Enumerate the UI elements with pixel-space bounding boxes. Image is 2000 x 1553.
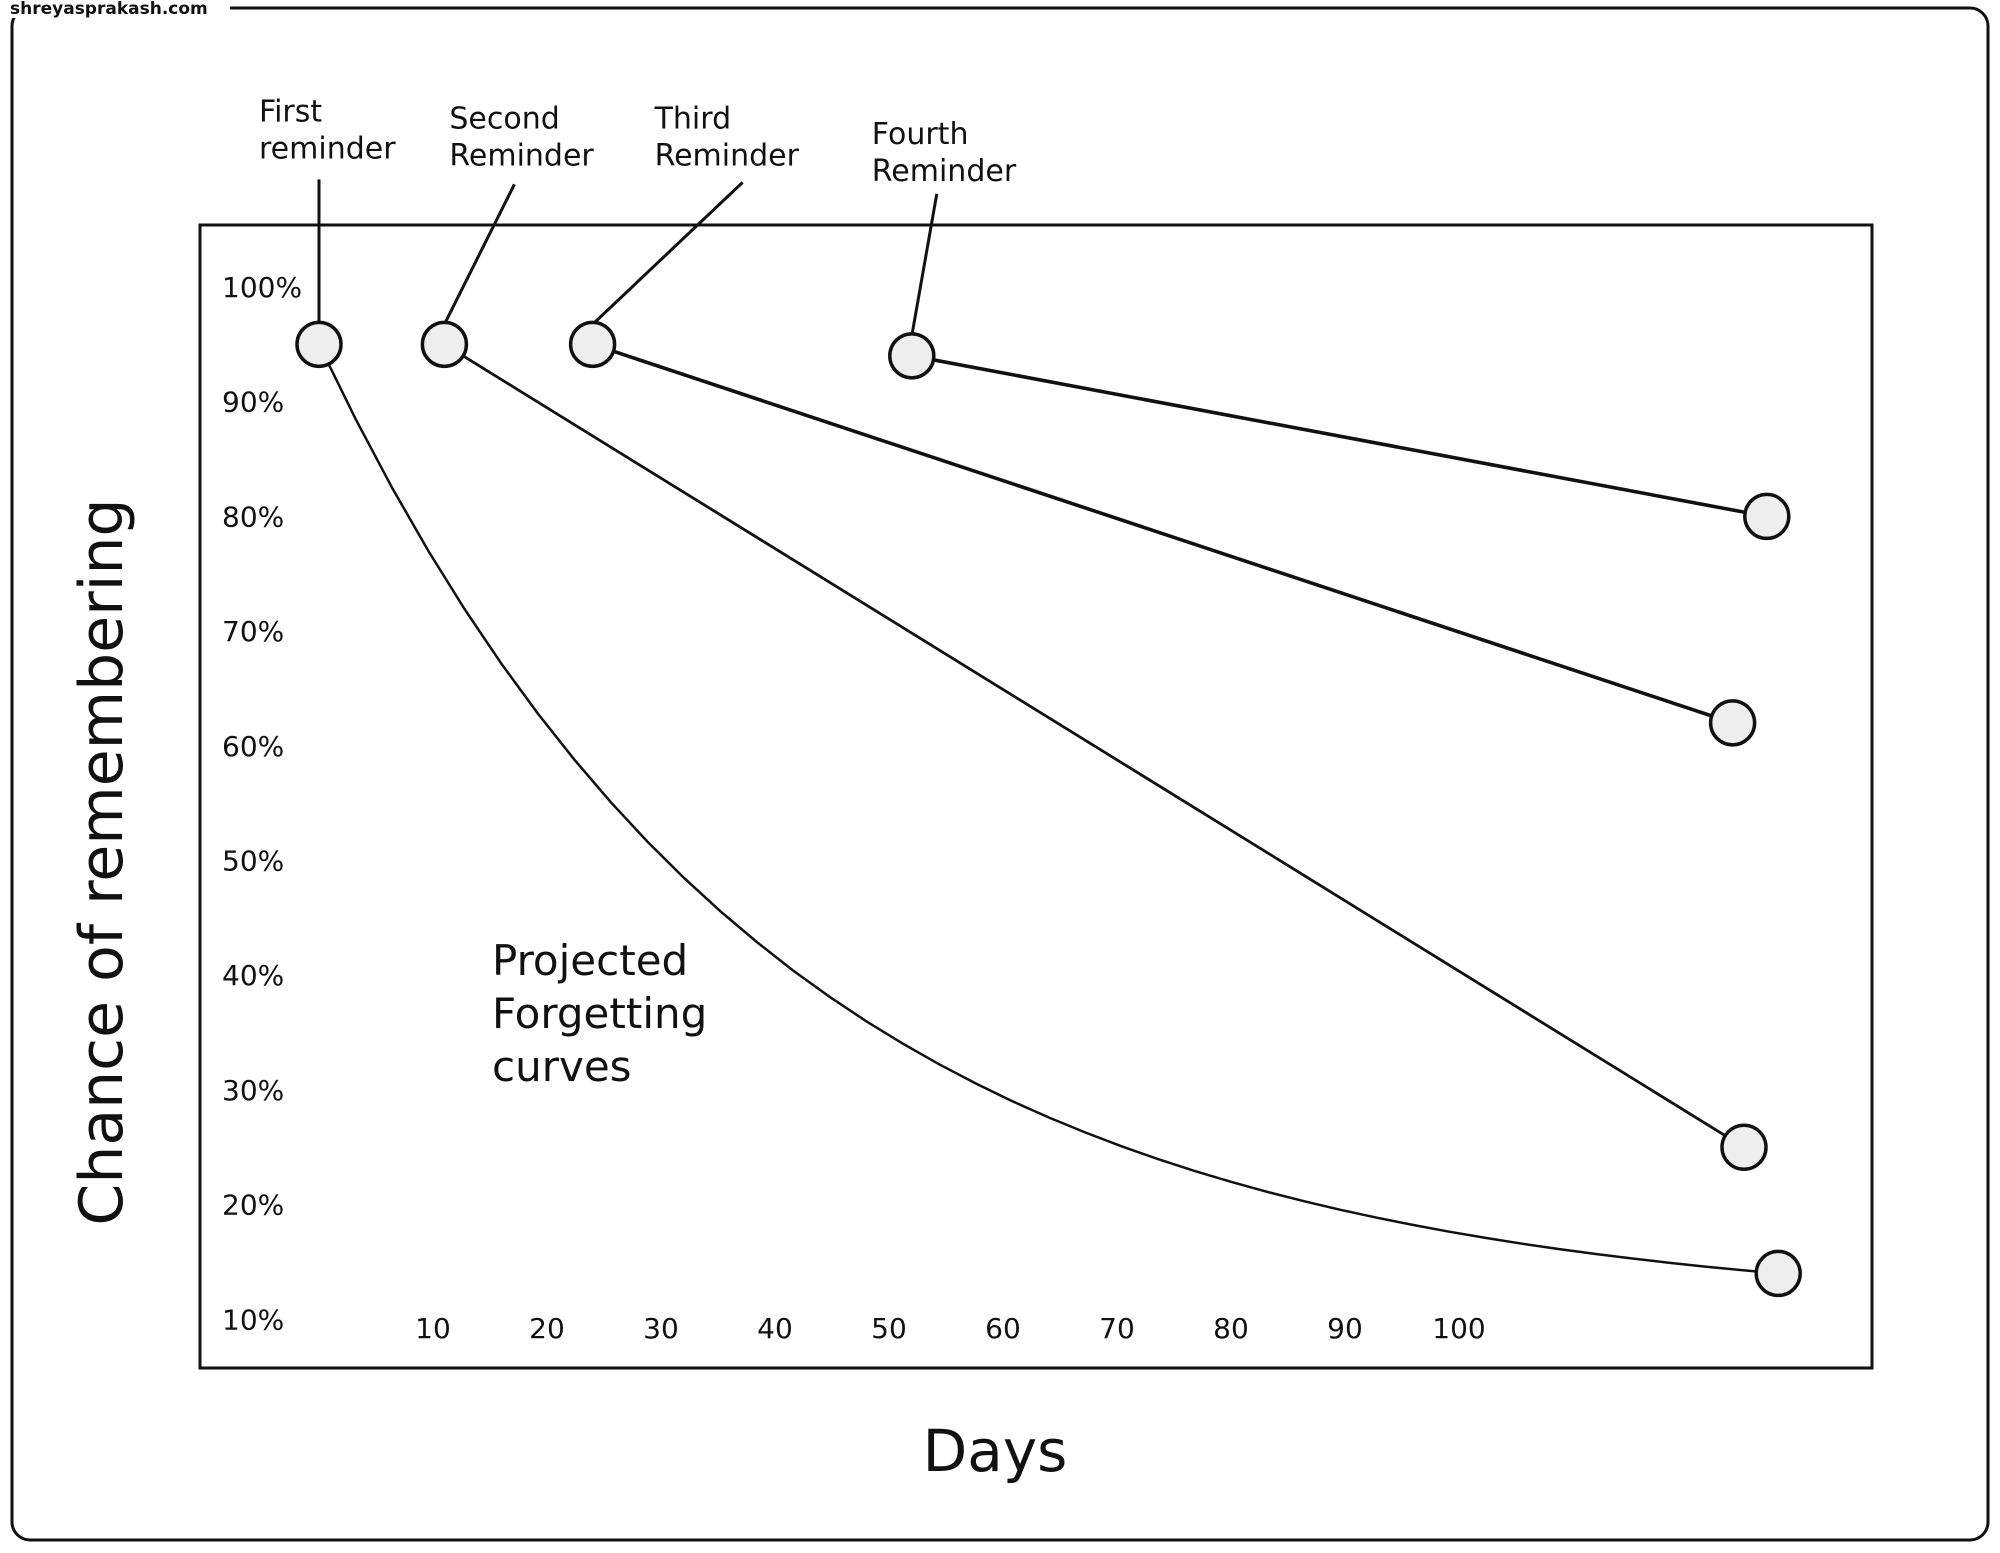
x-tick-label: 100 — [1432, 1312, 1485, 1345]
x-tick-label: 70 — [1099, 1312, 1135, 1345]
y-tick-label: 60% — [222, 730, 284, 763]
data-point-marker — [295, 320, 343, 369]
data-point-marker — [888, 332, 936, 380]
y-tick-label: 80% — [222, 500, 284, 533]
y-tick-label: 50% — [222, 845, 284, 878]
reminder-label: First reminder — [259, 94, 396, 166]
series-line — [592, 342, 1734, 725]
x-tick-label: 10 — [415, 1312, 451, 1345]
reminder-label: Fourth Reminder — [872, 117, 1017, 189]
x-tick-label: 90 — [1327, 1312, 1363, 1345]
x-axis-title: Days — [923, 1417, 1068, 1485]
y-tick-label: 70% — [222, 615, 284, 648]
plot-frame — [198, 223, 1874, 1370]
x-tick-label: 50 — [871, 1312, 907, 1345]
projected-forgetting-annotation: Projected Forgetting curves — [492, 936, 707, 1091]
series-line — [911, 354, 1768, 519]
data-point-marker — [1754, 1249, 1802, 1298]
series-line — [443, 343, 1745, 1149]
leader-line — [443, 183, 516, 326]
curve-markers — [295, 320, 1802, 1298]
reminder-label: Second Reminder — [449, 101, 594, 173]
watermark-background — [6, 0, 230, 18]
data-point-marker — [420, 320, 469, 369]
y-tick-label: 100% — [222, 271, 302, 304]
y-axis-title: Chance of remembering — [67, 498, 137, 1225]
data-point-marker — [1743, 492, 1791, 541]
data-point-marker — [1708, 699, 1757, 747]
y-tick-label: 40% — [222, 959, 284, 992]
reminder-leader-lines — [317, 179, 939, 337]
x-tick-label: 80 — [1213, 1312, 1249, 1345]
leader-line — [591, 181, 744, 326]
x-tick-label: 20 — [529, 1312, 565, 1345]
y-tick-label: 30% — [222, 1074, 284, 1107]
leader-line — [910, 193, 939, 337]
series-line — [317, 343, 1779, 1275]
outer-frame — [10, 6, 1990, 1542]
y-axis-ticks: 100% 90% 80% 70% 60% 50% 40% 30% 20% 10% — [222, 271, 302, 1336]
watermark: shreyasprakash.com — [10, 0, 208, 19]
forgetting-curves — [317, 342, 1779, 1275]
y-tick-label: 90% — [222, 386, 284, 419]
y-tick-label: 20% — [222, 1189, 284, 1222]
x-tick-label: 60 — [985, 1312, 1021, 1345]
data-point-marker — [1720, 1123, 1768, 1171]
x-tick-label: 40 — [757, 1312, 793, 1345]
data-point-marker — [568, 320, 617, 369]
reminder-labels: First reminder Second Reminder Third Reminder… — [259, 94, 1017, 188]
x-axis-ticks: 10 20 30 40 50 60 70 80 90 100 — [415, 1312, 1486, 1345]
reminder-label: Third Reminder — [654, 101, 800, 173]
x-tick-label: 30 — [643, 1312, 679, 1345]
y-tick-label: 10% — [222, 1303, 284, 1336]
